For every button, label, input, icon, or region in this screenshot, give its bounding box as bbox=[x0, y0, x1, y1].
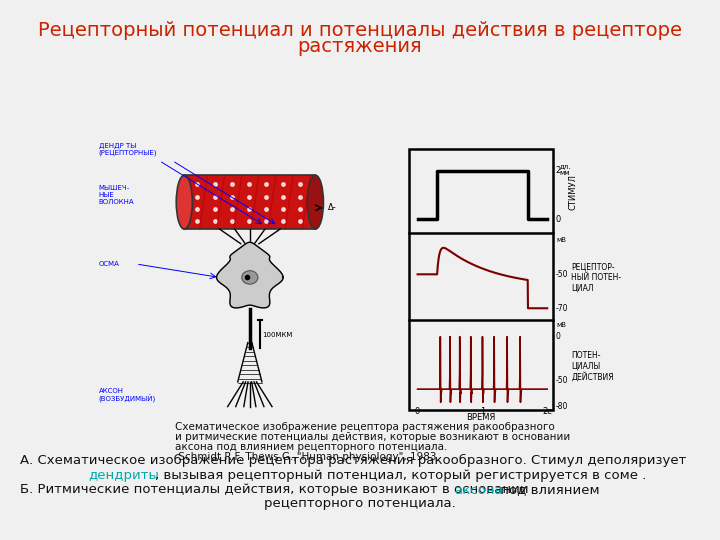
Text: АКСОН
(ВОЗБУДИМЫЙ): АКСОН (ВОЗБУДИМЫЙ) bbox=[99, 388, 156, 403]
Text: 0: 0 bbox=[556, 214, 561, 224]
Text: Б. Ритмические потенциалы действия, которые возникают в основании: Б. Ритмические потенциалы действия, кото… bbox=[20, 483, 533, 496]
Ellipse shape bbox=[242, 271, 258, 284]
Text: 100МКМ: 100МКМ bbox=[262, 332, 292, 338]
Text: 0: 0 bbox=[556, 332, 560, 341]
Text: -70: -70 bbox=[556, 304, 568, 313]
Text: , вызывая рецепторный потенциал, который регистрируется в соме .: , вызывая рецепторный потенциал, который… bbox=[155, 469, 647, 482]
Text: ОСМА: ОСМА bbox=[99, 261, 120, 267]
Text: 0: 0 bbox=[415, 408, 420, 416]
Text: аксона: аксона bbox=[454, 483, 503, 496]
Text: СТИМУЛ: СТИМУЛ bbox=[569, 174, 578, 210]
Text: мВ: мВ bbox=[557, 322, 567, 328]
Text: -50: -50 bbox=[556, 270, 568, 279]
Ellipse shape bbox=[176, 175, 192, 229]
Ellipse shape bbox=[307, 175, 323, 229]
Text: А. Схематическое изображение рецептора растяжения ракообразного. Стимул деполяри: А. Схематическое изображение рецептора р… bbox=[20, 454, 686, 467]
FancyBboxPatch shape bbox=[184, 175, 315, 229]
Text: МЫШЕЧ-
НЫЕ
ВОЛОКНА: МЫШЕЧ- НЫЕ ВОЛОКНА bbox=[99, 185, 134, 205]
Text: Schmidt R.F. Thews G.,"Human physiology", 1983.: Schmidt R.F. Thews G.,"Human physiology"… bbox=[175, 452, 440, 462]
Text: и ритмические потенциалы действия, которые возникают в основании: и ритмические потенциалы действия, котор… bbox=[175, 432, 570, 442]
Text: мВ: мВ bbox=[557, 237, 567, 243]
Text: дендриты: дендриты bbox=[88, 469, 159, 482]
Text: 2: 2 bbox=[556, 166, 561, 175]
Text: РЕЦЕПТОР-
НЫЙ ПОТЕН-
ЦИАЛ: РЕЦЕПТОР- НЫЙ ПОТЕН- ЦИАЛ bbox=[571, 262, 621, 292]
Text: Схематическое изображение рецептора растяжения ракообразного: Схематическое изображение рецептора раст… bbox=[175, 422, 554, 432]
Text: ВРЕМЯ: ВРЕМЯ bbox=[467, 413, 496, 422]
Text: ДЕНДР ТЫ
(РЕЦЕПТОРНЫЕ): ДЕНДР ТЫ (РЕЦЕПТОРНЫЕ) bbox=[99, 143, 157, 156]
Text: -80: -80 bbox=[556, 402, 568, 411]
Text: 1: 1 bbox=[480, 408, 485, 416]
Text: под влиянием: под влиянием bbox=[496, 483, 600, 496]
Text: аксона под влиянием рецепторного потенциала.: аксона под влиянием рецепторного потенци… bbox=[175, 442, 447, 452]
Text: Рецепторный потенциал и потенциалы действия в рецепторе: Рецепторный потенциал и потенциалы дейст… bbox=[38, 21, 682, 39]
Bar bbox=[409, 150, 553, 410]
Text: 2с: 2с bbox=[542, 408, 552, 416]
Polygon shape bbox=[217, 242, 283, 308]
Text: Δ-: Δ- bbox=[328, 203, 336, 212]
Text: рецепторного потенциала.: рецепторного потенциала. bbox=[264, 497, 456, 510]
Text: -50: -50 bbox=[556, 376, 568, 385]
Text: растяжения: растяжения bbox=[297, 37, 423, 57]
Text: дл.
мм: дл. мм bbox=[559, 163, 571, 176]
Text: ПОТЕН-
ЦИАЛЫ
ДЕЙСТВИЯ: ПОТЕН- ЦИАЛЫ ДЕЙСТВИЯ bbox=[571, 351, 614, 382]
